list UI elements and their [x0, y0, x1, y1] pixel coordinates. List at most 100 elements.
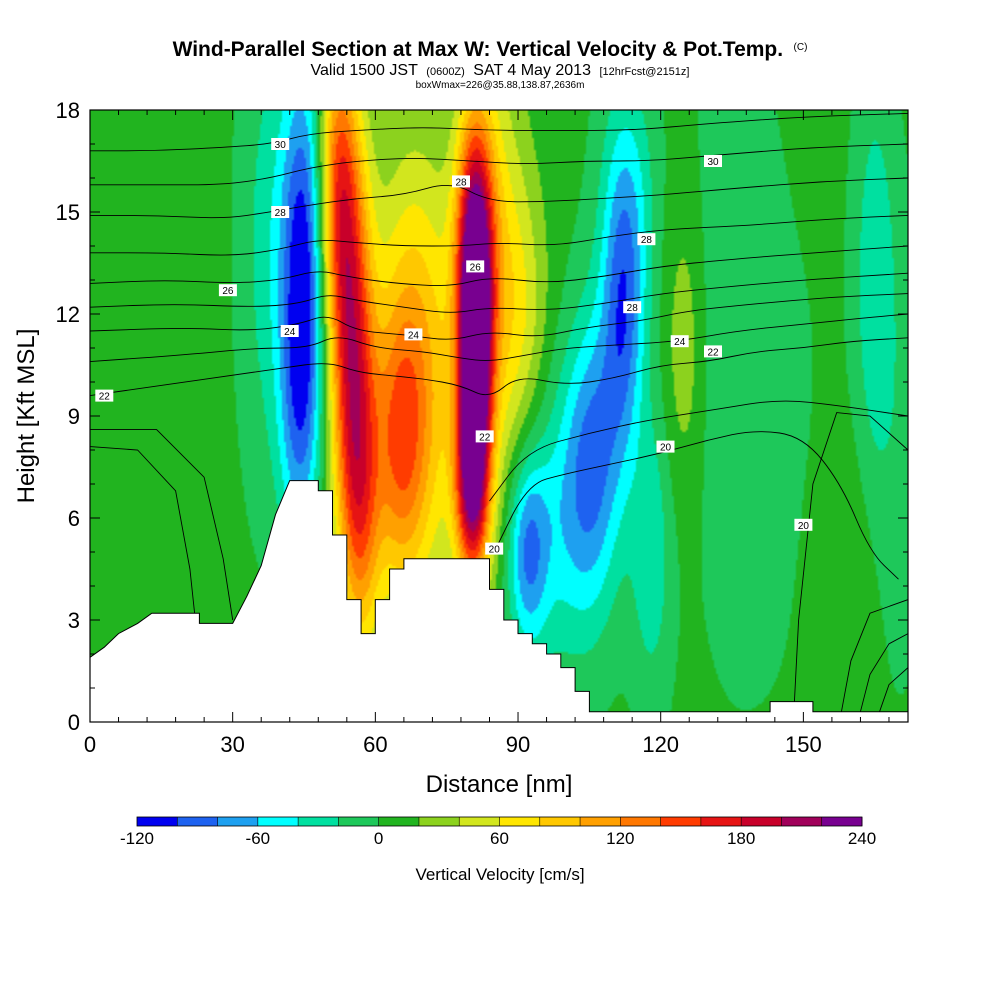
colorbar-tick-label: -60	[246, 829, 271, 848]
colorbar-tick-label: 120	[606, 829, 634, 848]
x-tick-label: 60	[363, 732, 387, 757]
colorbar-swatch	[177, 817, 219, 826]
colorbar-swatch	[539, 817, 581, 826]
y-tick-label: 6	[68, 506, 80, 531]
theta-contour-26	[90, 245, 908, 286]
contour-label: 28	[271, 206, 290, 219]
colorbar-title: Vertical Velocity [cm/s]	[415, 865, 584, 884]
colorbar-tick-label: 0	[374, 829, 383, 848]
contour-label: 24	[280, 325, 299, 338]
svg-text:22: 22	[707, 347, 719, 358]
y-tick-label: 0	[68, 710, 80, 735]
x-tick-label: 90	[506, 732, 530, 757]
colorbar-swatch	[660, 817, 702, 826]
svg-text:20: 20	[798, 521, 810, 532]
theta-contour-lower-1	[90, 429, 234, 621]
colorbar-swatch	[700, 817, 742, 826]
contour-label: 28	[623, 301, 642, 314]
y-tick-label: 3	[68, 608, 80, 633]
colorbar-swatch	[821, 817, 863, 826]
chart-box-text: boxWmax=226@35.88,138.87,2636m	[416, 80, 585, 91]
colorbar-swatch	[459, 817, 500, 826]
x-axis: 0 30 60 90 120 150	[84, 110, 890, 757]
colorbar-swatch	[298, 817, 339, 826]
contour-label: 30	[271, 138, 290, 151]
colorbar-swatch	[781, 817, 823, 826]
contour-label: 20	[656, 440, 675, 454]
potential-temperature-contours	[90, 112, 908, 712]
theta-contour-23	[90, 313, 908, 363]
x-tick-label: 120	[642, 732, 679, 757]
contour-label: 22	[704, 345, 722, 358]
x-axis-label: Distance [nm]	[426, 771, 573, 798]
contour-label: 30	[704, 155, 722, 168]
contour-label: 20	[794, 518, 813, 532]
svg-text:28: 28	[455, 177, 467, 188]
svg-text:24: 24	[674, 337, 686, 348]
svg-text:28: 28	[641, 235, 653, 246]
theta-contour-27	[90, 214, 908, 256]
y-tick-label: 15	[56, 200, 80, 225]
contour-label: 26	[466, 260, 485, 273]
contour-label: 22	[475, 430, 494, 443]
y-axis: 0 3 6 9 12 15 18	[56, 98, 908, 735]
svg-text:20: 20	[660, 443, 672, 454]
svg-text:30: 30	[275, 140, 287, 151]
theta-contour-lower-4	[859, 633, 908, 712]
contour-label: 26	[218, 284, 237, 297]
colorbar-tick-label: -120	[120, 829, 154, 848]
svg-text:20: 20	[489, 545, 501, 556]
svg-text:26: 26	[470, 262, 482, 273]
colorbar-swatch	[580, 817, 621, 826]
subtitle-valid: Valid 1500 JST	[311, 62, 419, 79]
svg-text:24: 24	[284, 327, 296, 338]
colorbar-swatch	[137, 817, 178, 826]
chart-title-text: Wind-Parallel Section at Max W: Vertical…	[173, 38, 784, 61]
colorbar-swatch	[217, 817, 259, 826]
contour-label: 28	[452, 175, 470, 188]
theta-contour-29	[90, 143, 908, 186]
colorbar-swatch	[338, 817, 380, 826]
y-axis-label: Height [Kft MSL]	[13, 329, 40, 504]
theta-contour-lower-5	[879, 667, 908, 712]
colorbar-swatch	[378, 817, 420, 826]
subtitle-forecast: [12hrFcst@2151z]	[599, 66, 689, 78]
theta-contour-20	[493, 431, 899, 580]
terrain-profile	[90, 480, 908, 722]
theta-contour-25	[90, 272, 908, 313]
chart-subtitle: Valid 1500 JST (0600Z) SAT 4 May 2013 [1…	[311, 62, 690, 79]
contour-label: 28	[637, 233, 656, 246]
x-tick-label: 150	[785, 732, 822, 757]
x-tick-label: 0	[84, 732, 96, 757]
colorbar: -120 -60 0 60 120 180 240	[120, 816, 876, 848]
theta-contour-22	[90, 337, 908, 397]
svg-text:22: 22	[479, 432, 491, 443]
svg-text:28: 28	[275, 208, 287, 219]
contour-label: 24	[404, 328, 423, 341]
chart-title-suffix: (C)	[794, 42, 808, 53]
theta-contour-lower-2	[793, 412, 908, 712]
contour-label: 20	[485, 542, 504, 556]
colorbar-tick-label: 60	[490, 829, 509, 848]
theta-contour-28	[90, 177, 908, 219]
colorbar-swatch	[499, 817, 541, 826]
contour-labels: 30 28 26 24 22 24 28 26 22 20 30 28 28 24 22 20 20	[95, 138, 813, 556]
theta-contour-30	[90, 112, 908, 152]
colorbar-swatch	[257, 817, 299, 826]
subtitle-utc: (0600Z)	[426, 66, 465, 78]
colorbar-swatch	[418, 817, 460, 826]
colorbar-swatch	[741, 817, 782, 826]
svg-text:30: 30	[707, 157, 719, 168]
theta-contour-24	[90, 293, 908, 340]
colorbar-tick-label: 180	[727, 829, 755, 848]
svg-text:26: 26	[222, 286, 234, 297]
subtitle-date: SAT 4 May 2013	[473, 62, 591, 79]
svg-text:28: 28	[627, 303, 639, 314]
svg-text:24: 24	[408, 330, 420, 341]
theta-contour-21	[489, 400, 908, 502]
y-tick-label: 12	[56, 302, 80, 327]
theta-contour-lower-3	[840, 599, 908, 712]
colorbar-tick-label: 240	[848, 829, 876, 848]
contour-label: 24	[670, 335, 689, 348]
